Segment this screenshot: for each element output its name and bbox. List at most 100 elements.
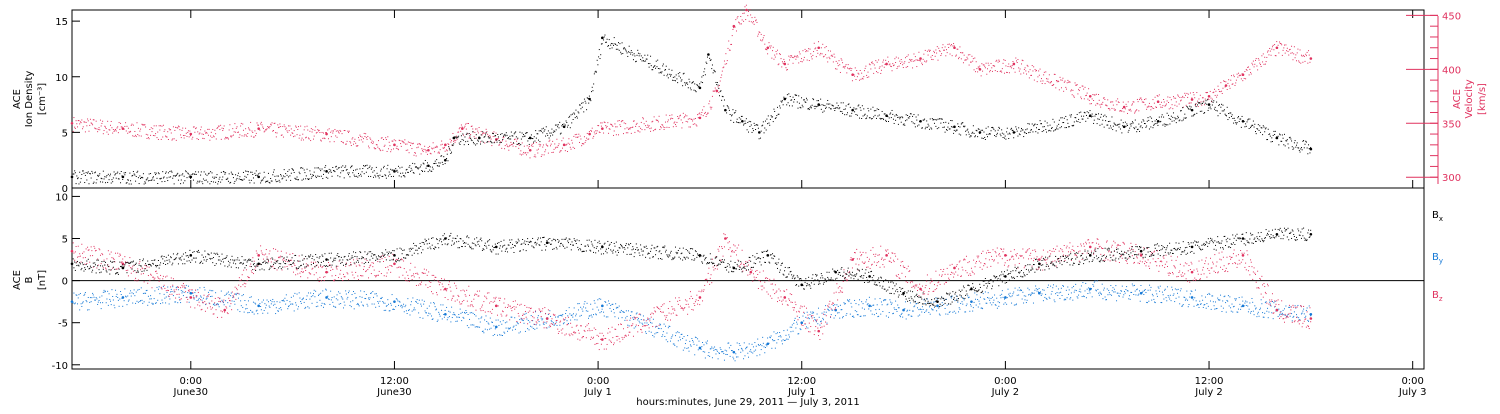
trace-dot xyxy=(1092,98,1093,99)
trace-dot xyxy=(743,21,744,22)
trace-dot xyxy=(1273,131,1274,132)
trace-dot xyxy=(410,304,411,305)
trace-dot xyxy=(696,345,697,346)
trace-dot xyxy=(412,297,413,298)
trace-dot xyxy=(769,125,770,126)
trace-dot xyxy=(983,138,984,139)
trace-dot xyxy=(116,178,117,179)
trace-dot xyxy=(462,134,463,135)
trace-dot xyxy=(563,124,564,125)
trace-dot xyxy=(663,126,664,127)
trace-dot xyxy=(959,127,960,128)
trace-dot xyxy=(881,70,882,71)
trace-dot xyxy=(395,168,396,169)
trace-dot xyxy=(181,137,182,138)
trace-dot xyxy=(110,174,111,175)
trace-dot xyxy=(640,128,641,129)
trace-dot xyxy=(664,75,665,76)
trace-dot xyxy=(596,72,597,73)
trace-dot xyxy=(814,317,815,318)
trace-dot xyxy=(250,172,251,173)
trace-dot xyxy=(117,126,118,127)
trace-dot xyxy=(314,290,315,291)
trace-dot xyxy=(986,303,987,304)
trace-dot xyxy=(1226,115,1227,116)
trace-dot xyxy=(1054,299,1055,300)
trace-dot xyxy=(194,174,195,175)
trace-dot xyxy=(442,144,443,145)
trace-dot xyxy=(1141,99,1142,100)
trace-dot xyxy=(124,174,125,175)
trace-dot xyxy=(1249,119,1250,120)
trace-dot xyxy=(135,303,136,304)
trace-dot xyxy=(526,154,527,155)
trace-dot xyxy=(1107,294,1108,295)
trace-dot xyxy=(210,136,211,137)
trace-dot xyxy=(354,176,355,177)
trace-dot xyxy=(663,64,664,65)
trace-dot xyxy=(1184,118,1185,119)
trace-dot xyxy=(164,131,165,132)
trace-dot xyxy=(1153,108,1154,109)
trace-dot xyxy=(1069,289,1070,290)
trace-dot xyxy=(456,317,457,318)
trace-dot xyxy=(1213,92,1214,93)
trace-dot xyxy=(991,298,992,299)
trace-dot xyxy=(514,317,515,318)
trace-dot xyxy=(858,304,859,305)
trace-dot xyxy=(1040,81,1041,82)
trace-dot xyxy=(792,324,793,325)
trace-dot xyxy=(1015,288,1016,289)
trace-dot xyxy=(720,90,721,91)
trace-dot xyxy=(822,104,823,105)
trace-dot xyxy=(533,143,534,144)
trace-dot xyxy=(160,125,161,126)
trace-dot xyxy=(209,129,210,130)
trace-dot xyxy=(181,290,182,291)
trace-dot xyxy=(804,57,805,58)
trace-dot xyxy=(552,141,553,142)
trace-dot xyxy=(926,60,927,61)
trace-dot xyxy=(911,121,912,122)
data-point-ion-density-34 xyxy=(1310,148,1313,151)
trace-dot xyxy=(730,50,731,51)
trace-dot xyxy=(1100,292,1101,293)
trace-dot xyxy=(704,113,705,114)
trace-dot xyxy=(389,174,390,175)
trace-dot xyxy=(106,132,107,133)
trace-dot xyxy=(1099,125,1100,126)
trace-dot xyxy=(111,304,112,305)
trace-dot xyxy=(866,75,867,76)
trace-dot xyxy=(701,76,702,77)
trace-dot xyxy=(357,177,358,178)
trace-dot xyxy=(736,356,737,357)
trace-dot xyxy=(120,182,121,183)
trace-dot xyxy=(747,15,748,16)
data-point-ion-density-21 xyxy=(851,109,854,112)
trace-dot xyxy=(1067,123,1068,124)
trace-dot xyxy=(464,136,465,137)
trace-dot xyxy=(421,164,422,165)
trace-dot xyxy=(1071,292,1072,293)
trace-dot xyxy=(1063,286,1064,287)
trace-dot xyxy=(846,315,847,316)
trace-dot xyxy=(225,300,226,301)
trace-dot xyxy=(1235,82,1236,83)
trace-dot xyxy=(261,309,262,310)
trace-dot xyxy=(510,145,511,146)
trace-dot xyxy=(537,317,538,318)
trace-dot xyxy=(862,308,863,309)
trace-dot xyxy=(720,349,721,350)
trace-dot xyxy=(1025,67,1026,68)
trace-dot xyxy=(300,301,301,302)
trace-dot xyxy=(619,124,620,125)
trace-dot xyxy=(930,314,931,315)
trace-dot xyxy=(1069,126,1070,127)
trace-dot xyxy=(891,117,892,118)
trace-dot xyxy=(352,172,353,173)
trace-dot xyxy=(257,313,258,314)
trace-dot xyxy=(660,324,661,325)
trace-dot xyxy=(641,319,642,320)
trace-dot xyxy=(620,126,621,127)
trace-dot xyxy=(557,126,558,127)
